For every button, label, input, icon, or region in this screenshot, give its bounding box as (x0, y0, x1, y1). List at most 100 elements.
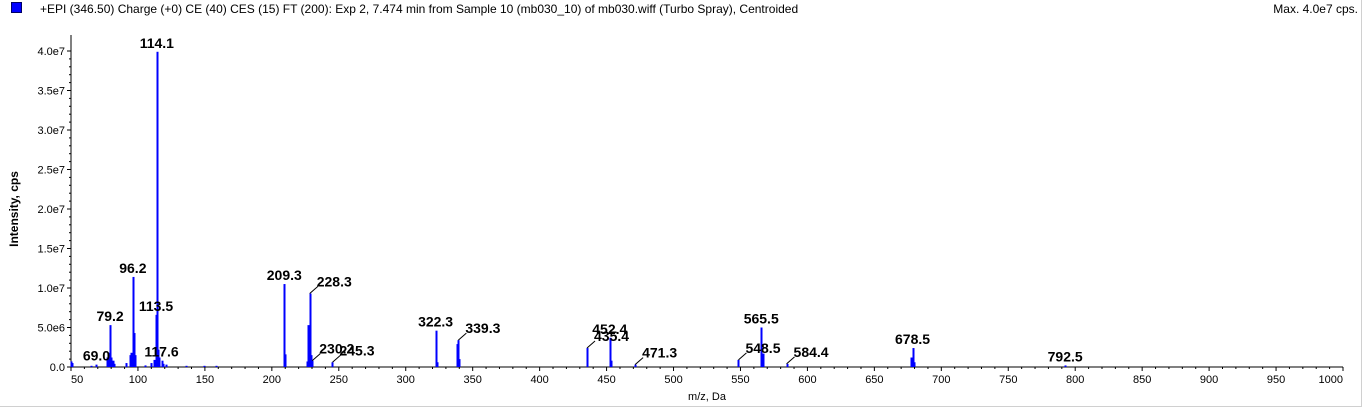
x-tick-label: 1000 (1319, 374, 1343, 386)
peak-bar (134, 355, 137, 367)
peak-bar (762, 353, 765, 367)
y-tick-label: 4.0e7 (37, 46, 65, 58)
peak-bar (912, 348, 915, 367)
x-tick-label: 800 (1066, 374, 1084, 386)
x-tick-label: 750 (999, 374, 1017, 386)
x-tick-label: 550 (731, 374, 749, 386)
peak-bar (165, 364, 168, 367)
x-tick-label: 500 (664, 374, 682, 386)
peak-bar (436, 362, 439, 367)
peak-bar (132, 276, 135, 367)
peak-bar (95, 364, 98, 367)
peaks-layer (70, 51, 1067, 367)
peak-bar (133, 333, 136, 367)
y-tick-label: 1.0e7 (37, 283, 65, 295)
y-tick-label: 3.5e7 (37, 86, 65, 98)
x-tick-label: 250 (330, 374, 348, 386)
peak-bar (786, 363, 789, 367)
peak-label: 69.0 (83, 348, 110, 364)
peak-label: 114.1 (140, 35, 174, 51)
peak-bar (586, 348, 589, 367)
x-tick-label: 350 (464, 374, 482, 386)
peak-bar (158, 357, 161, 367)
peak-label: 79.2 (96, 308, 123, 324)
peak-label: 452.4 (592, 321, 627, 337)
peak-label: 435.4 (594, 328, 629, 344)
peak-label: 584.4 (794, 344, 829, 360)
peak-bar (156, 51, 159, 367)
peak-bar (130, 352, 133, 367)
peak-label: 117.6 (144, 344, 178, 360)
peak-bar (150, 363, 153, 367)
peak-bar (331, 362, 334, 367)
x-tick-label: 700 (932, 374, 950, 386)
peak-bar (71, 363, 74, 367)
peak-label-leader (332, 354, 341, 363)
max-intensity-label: Max. 4.0e7 cps. (1273, 2, 1358, 16)
x-tick-label: 50 (71, 374, 83, 386)
peak-label: 339.3 (465, 320, 500, 336)
peak-bar (283, 284, 286, 367)
x-tick-label: 150 (196, 374, 214, 386)
peak-bar (125, 363, 128, 367)
peak-label: 230.2 (319, 341, 354, 357)
peak-bar (634, 364, 637, 367)
x-tick-label: 600 (798, 374, 816, 386)
x-tick-label: 200 (263, 374, 281, 386)
peak-label-leader (586, 340, 596, 349)
peak-bar (737, 359, 740, 367)
peak-bar (153, 359, 156, 367)
peak-label: 322.3 (418, 314, 453, 330)
x-tick-label: 300 (397, 374, 415, 386)
x-tick-label: 900 (1200, 374, 1218, 386)
y-axis-title: Intensity, cps (7, 171, 21, 247)
peak-label: 228.3 (317, 274, 352, 290)
peak-bar (113, 363, 116, 367)
y-tick-label: 2.5e7 (37, 165, 65, 177)
peak-bar (307, 325, 310, 367)
peak-bar (311, 360, 314, 367)
peak-label: 678.5 (895, 331, 930, 347)
peak-label: 565.5 (744, 311, 779, 327)
x-tick-label: 650 (865, 374, 883, 386)
peak-bar (760, 327, 763, 367)
peak-bar (144, 365, 147, 367)
y-tick-label: 0.0 (50, 362, 65, 374)
peak-label: 792.5 (1048, 348, 1083, 364)
peak-label: 245.3 (339, 342, 374, 358)
peak-bar (610, 360, 613, 367)
peak-bar (284, 354, 287, 367)
x-axis-title: m/z, Da (688, 391, 727, 403)
peak-labels-layer: 114.1 96.2 113.5 79.2 69.0 117.6 209.3 228.3 230… (83, 35, 1083, 366)
peak-bar (457, 340, 460, 367)
peak-bar (309, 293, 312, 367)
x-tick-label: 400 (530, 374, 548, 386)
x-tick-label: 950 (1267, 374, 1285, 386)
peak-bar (609, 337, 612, 367)
peak-bar (435, 330, 438, 367)
peak-label-leader (738, 352, 747, 361)
peak-bar (110, 357, 113, 367)
peak-label: 548.5 (745, 340, 780, 356)
peak-label: 96.2 (119, 260, 146, 276)
peak-bar (109, 325, 112, 367)
peak-bar (185, 365, 188, 367)
peak-bar (1064, 365, 1067, 367)
peak-label-leader (458, 332, 467, 341)
peak-label-leader (634, 357, 644, 366)
peak-label: 113.5 (139, 298, 173, 314)
x-tick-label: 450 (597, 374, 615, 386)
peak-bar (203, 365, 206, 367)
peak-bar (215, 365, 218, 367)
peak-bar (458, 359, 461, 367)
peak-bar (90, 365, 93, 367)
y-tick-label: 1.5e7 (37, 244, 65, 256)
peak-label-leader (309, 286, 319, 294)
peak-bar (913, 362, 916, 367)
spectrum-title: +EPI (346.50) Charge (+0) CE (40) CES (1… (40, 2, 799, 16)
peak-label-leader (786, 356, 795, 365)
peak-label: 471.3 (642, 345, 677, 361)
x-tick-label: 100 (129, 374, 147, 386)
legend-swatch (11, 2, 22, 13)
